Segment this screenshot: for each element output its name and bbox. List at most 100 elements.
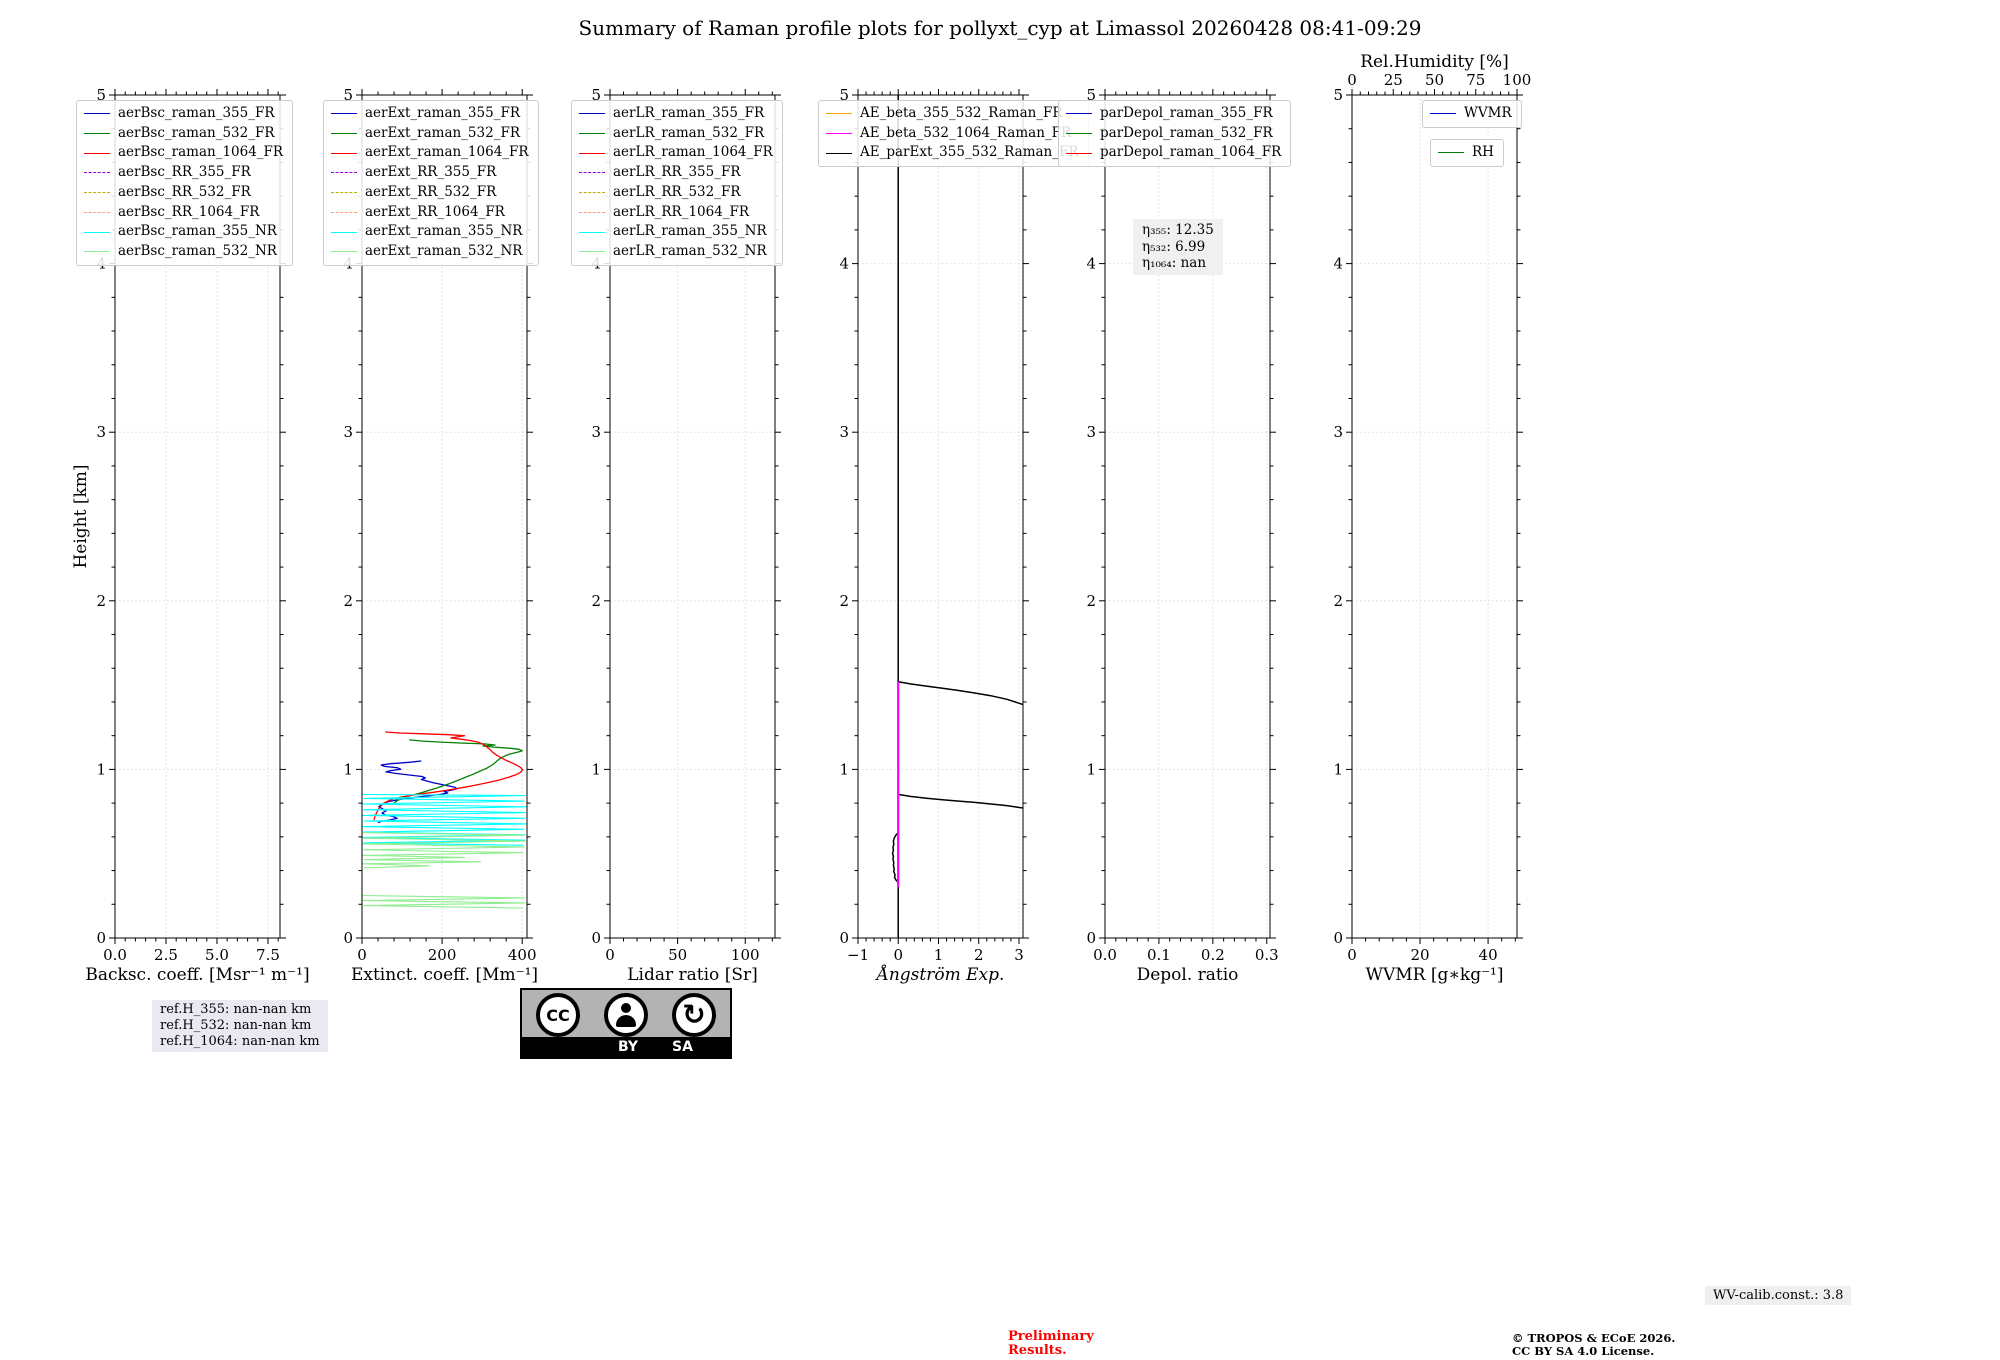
legend-label: aerBsc_raman_355_NR xyxy=(118,223,277,240)
legend-label: aerBsc_RR_355_FR xyxy=(118,164,251,181)
x-tick-label: 1 xyxy=(934,946,944,964)
x-tick-label: 0 xyxy=(605,946,615,964)
legend-label: aerExt_RR_532_FR xyxy=(365,183,497,200)
legend-label: aerLR_RR_532_FR xyxy=(613,183,741,200)
legend-entry: aerExt_RR_532_FR xyxy=(331,183,529,203)
legend-label: aerExt_RR_1064_FR xyxy=(365,203,505,220)
legend-label: aerBsc_raman_355_FR xyxy=(118,105,275,121)
eta-532-value: η₅₃₂: 6.99 xyxy=(1142,238,1206,255)
y-tick-label: 1 xyxy=(1086,760,1096,778)
legend-line-sample xyxy=(1066,133,1092,135)
x-tick-label: 0.2 xyxy=(1201,946,1225,964)
legend-entry: aerBsc_raman_532_FR xyxy=(84,124,283,144)
legend-label: aerLR_raman_1064_FR xyxy=(613,144,773,161)
series-aerExt_raman_1064_FR xyxy=(373,731,524,821)
wv-calibration-constant: WV-calib.const.: 3.8 xyxy=(1705,1286,1852,1305)
x-axis-label: Backsc. coeff. [Msr⁻¹ m⁻¹] xyxy=(85,965,309,985)
cc-logo-text: CC xyxy=(546,1005,570,1025)
legend-line-sample xyxy=(84,172,110,174)
legend-label: aerBsc_raman_532_FR xyxy=(118,124,275,141)
axes-frame xyxy=(1104,94,1271,939)
legend-line-sample xyxy=(331,152,357,154)
cc-attribution-person-icon xyxy=(604,993,648,1037)
legend-label: aerLR_RR_1064_FR xyxy=(613,203,750,220)
y-tick-label: 4 xyxy=(1333,255,1343,273)
copyright-line-1: © TROPOS & ECoE 2026. xyxy=(1512,1331,1676,1345)
legend-line-sample xyxy=(826,113,852,115)
legend-line-sample xyxy=(84,211,110,213)
legend-entry: aerBsc_raman_532_NR xyxy=(84,242,283,262)
legend-label: AE_beta_355_532_Raman_FR xyxy=(860,105,1063,121)
y-tick-label: 0 xyxy=(96,929,106,947)
legend-entry: aerExt_RR_355_FR xyxy=(331,163,529,183)
legend-entry: aerExt_raman_532_FR xyxy=(331,124,529,144)
series-aerExt_raman_532_NR xyxy=(362,832,526,869)
preliminary-line-2: Results. xyxy=(1008,1343,1067,1358)
y-tick-label: 2 xyxy=(839,592,849,610)
x-tick-label: 5.0 xyxy=(205,946,229,964)
legend-line-sample xyxy=(331,172,357,174)
top-tick-label: 25 xyxy=(1384,71,1403,89)
x-tick-label: 100 xyxy=(731,946,760,964)
sharealike-arrow-glyph: ↻ xyxy=(682,998,706,1031)
y-tick-label: 1 xyxy=(96,760,106,778)
legend-entry: AE_parExt_355_532_Raman_FR xyxy=(826,143,1079,163)
ref-h-355: ref.H_355: nan-nan km xyxy=(160,1002,312,1017)
legend-line-sample xyxy=(1066,113,1092,115)
y-tick-label: 3 xyxy=(96,423,106,441)
legend-line-sample xyxy=(579,231,605,233)
cc-badge-band: BY SA xyxy=(522,1037,730,1057)
legend-entry: WVMR xyxy=(1430,104,1512,124)
y-tick-label: 2 xyxy=(343,592,353,610)
x-tick-label: 0.1 xyxy=(1147,946,1171,964)
preliminary-results-note: Preliminary Results. xyxy=(1008,1330,1094,1358)
legend-entry: aerExt_RR_1064_FR xyxy=(331,203,529,223)
person-icon xyxy=(614,1003,638,1027)
legend-label: parDepol_raman_1064_FR xyxy=(1100,144,1282,161)
legend-entry: parDepol_raman_1064_FR xyxy=(1066,143,1281,163)
y-tick-label: 5 xyxy=(1086,86,1096,104)
y-tick-label: 5 xyxy=(343,86,353,104)
x-tick-label: 400 xyxy=(508,946,537,964)
legend-line-sample xyxy=(579,251,605,253)
y-tick-label: 5 xyxy=(96,86,106,104)
x-tick-label: 0.0 xyxy=(1093,946,1117,964)
axes-frame xyxy=(114,94,281,939)
legend-entry: aerLR_raman_355_NR xyxy=(579,222,773,242)
legend-label: aerExt_raman_355_FR xyxy=(365,105,520,121)
axes-frame xyxy=(609,94,776,939)
ref-h-1064: ref.H_1064: nan-nan km xyxy=(160,1034,320,1049)
legend-line-sample xyxy=(84,231,110,233)
y-tick-label: 0 xyxy=(591,929,601,947)
y-tick-label: 3 xyxy=(1086,423,1096,441)
y-tick-label: 1 xyxy=(343,760,353,778)
legend-entry: aerLR_raman_1064_FR xyxy=(579,143,773,163)
axes-frame xyxy=(1351,94,1518,939)
legend-entry: AE_beta_532_1064_Raman_FR xyxy=(826,124,1079,144)
y-tick-label: 1 xyxy=(1333,760,1343,778)
depol-eta-annotation: η₃₅₅: 12.35 η₅₃₂: 6.99 η₁₀₆₄: nan xyxy=(1133,219,1223,275)
eta-1064-value: η₁₀₆₄: nan xyxy=(1142,255,1207,271)
x-tick-label: −1 xyxy=(847,946,869,964)
legend-entry: aerLR_RR_1064_FR xyxy=(579,203,773,223)
x-axis-label: Depol. ratio xyxy=(1137,965,1239,985)
copyright-line-2: CC BY SA 4.0 License. xyxy=(1512,1344,1655,1358)
legend-entry: parDepol_raman_532_FR xyxy=(1066,124,1281,144)
panel-depol: 0.0 0.1 0.2 0.3 0 1 2 3 4 5 Depol. ratio xyxy=(1086,86,1278,985)
x-axis-label: Ångström Exp. xyxy=(875,964,1005,985)
legend-angstrom: AE_beta_355_532_Raman_FR AE_beta_532_1064… xyxy=(818,100,1089,168)
legend-line-sample xyxy=(331,251,357,253)
series-AE_parExt_355_532_Raman_FR xyxy=(898,680,1023,706)
legend-label: aerExt_raman_532_NR xyxy=(365,242,523,259)
series-AE_parExt_355_532_Raman_FR xyxy=(898,793,1023,809)
legend-label: parDepol_raman_532_FR xyxy=(1100,124,1273,141)
copyright-note: © TROPOS & ECoE 2026. CC BY SA 4.0 Licen… xyxy=(1512,1332,1675,1358)
y-tick-label: 0 xyxy=(1086,929,1096,947)
y-tick-label: 0 xyxy=(1333,929,1343,947)
x-tick-label: 200 xyxy=(428,946,457,964)
cc-license-badge: CC ↻ BY SA xyxy=(520,988,732,1059)
legend-entry: aerLR_raman_355_FR xyxy=(579,104,773,124)
legend-entry: RH xyxy=(1438,143,1494,163)
